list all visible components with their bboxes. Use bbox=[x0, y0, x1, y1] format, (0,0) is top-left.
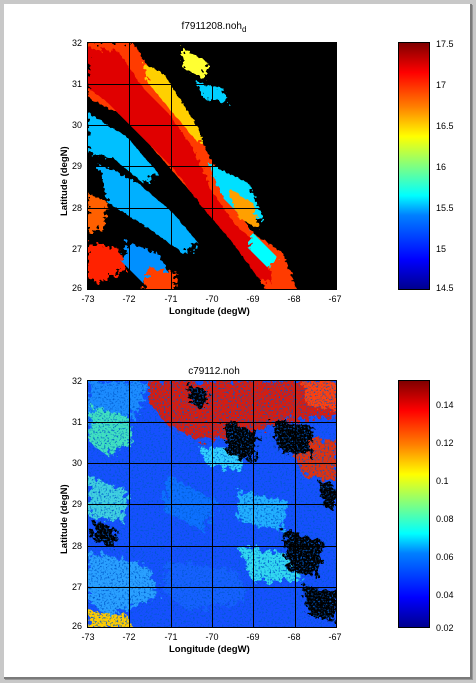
colorbar-tick-label: 0.1 bbox=[436, 476, 449, 486]
colorbar-tick-label: 0.06 bbox=[436, 552, 454, 562]
x-tick-label: -69 bbox=[246, 294, 260, 304]
y-tick-label: 29 bbox=[71, 161, 82, 171]
lon-gridline bbox=[253, 381, 254, 627]
lon-gridline bbox=[171, 43, 172, 289]
colorbar-tick-label: 15 bbox=[436, 244, 447, 254]
y-tick-label: 32 bbox=[71, 376, 82, 386]
y-tick-label: 31 bbox=[71, 79, 82, 89]
colorbar-tick-label: 0.12 bbox=[436, 438, 454, 448]
x-tick-label: -68 bbox=[287, 294, 301, 304]
lon-gridline bbox=[212, 43, 213, 289]
x-tick-label: -71 bbox=[164, 294, 178, 304]
x-tick-label: -69 bbox=[246, 632, 260, 642]
x-tick-label: -73 bbox=[81, 294, 95, 304]
x-tick-label: -70 bbox=[205, 632, 219, 642]
y-tick-label: 26 bbox=[71, 283, 82, 293]
lon-gridline bbox=[295, 381, 296, 627]
colorbar-tick-label: 0.04 bbox=[436, 590, 454, 600]
top-x-axis-label: Longitude (degW) bbox=[169, 306, 250, 317]
colorbar-tick-label: 15.5 bbox=[436, 203, 454, 213]
colorbar-tick-label: 16.5 bbox=[436, 121, 454, 131]
x-tick-label: -73 bbox=[81, 632, 95, 642]
x-tick-label: -67 bbox=[328, 294, 342, 304]
y-tick-label: 28 bbox=[71, 203, 82, 213]
colorbar-tick-label: 0.14 bbox=[436, 400, 454, 410]
bottom-map-title: c79112.noh bbox=[188, 366, 240, 377]
y-tick-label: 26 bbox=[71, 621, 82, 631]
top-y-axis-label: Latitude (degN) bbox=[59, 146, 70, 216]
y-tick-label: 27 bbox=[71, 582, 82, 592]
colorbar-tick-label: 14.5 bbox=[436, 283, 454, 293]
lon-gridline bbox=[212, 381, 213, 627]
top-map-title: f7911208.nohd bbox=[181, 21, 247, 34]
colorbar-tick-label: 17.5 bbox=[436, 39, 454, 49]
figure-page: f7911208.nohd bbox=[4, 4, 472, 679]
x-tick-label: -72 bbox=[122, 294, 136, 304]
x-tick-label: -72 bbox=[122, 632, 136, 642]
colorbar-tick-label: 0.02 bbox=[436, 623, 454, 633]
y-tick-label: 31 bbox=[71, 417, 82, 427]
bottom-colorbar bbox=[398, 380, 430, 628]
top-sst-map bbox=[87, 42, 337, 290]
y-tick-label: 30 bbox=[71, 458, 82, 468]
colorbar-tick-label: 17 bbox=[436, 80, 447, 90]
colorbar-tick-label: 16 bbox=[436, 162, 447, 172]
y-tick-label: 27 bbox=[71, 244, 82, 254]
bottom-chlorophyll-map bbox=[87, 380, 337, 628]
x-tick-label: -70 bbox=[205, 294, 219, 304]
top-colorbar bbox=[398, 42, 430, 290]
x-tick-label: -68 bbox=[287, 632, 301, 642]
lon-gridline bbox=[129, 43, 130, 289]
x-tick-label: -71 bbox=[164, 632, 178, 642]
lon-gridline bbox=[129, 381, 130, 627]
y-tick-label: 32 bbox=[71, 38, 82, 48]
y-tick-label: 28 bbox=[71, 541, 82, 551]
x-tick-label: -67 bbox=[328, 632, 342, 642]
y-tick-label: 30 bbox=[71, 120, 82, 130]
lon-gridline bbox=[171, 381, 172, 627]
bottom-x-axis-label: Longitude (degW) bbox=[169, 644, 250, 655]
y-tick-label: 29 bbox=[71, 499, 82, 509]
colorbar-tick-label: 0.08 bbox=[436, 514, 454, 524]
bottom-y-axis-label: Latitude (degN) bbox=[59, 484, 70, 554]
